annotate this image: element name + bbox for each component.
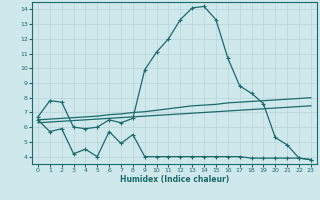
X-axis label: Humidex (Indice chaleur): Humidex (Indice chaleur): [120, 175, 229, 184]
